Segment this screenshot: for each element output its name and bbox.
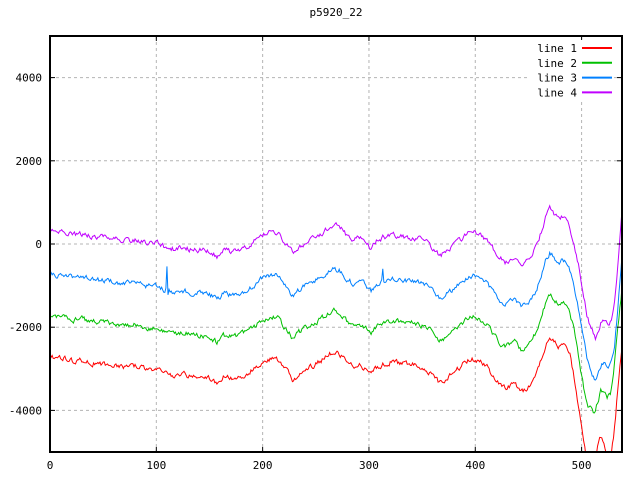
x-tick-label: 0: [47, 459, 54, 472]
series-line-4: [50, 204, 622, 342]
legend-backdrop: [530, 40, 614, 100]
series-line-1: [50, 337, 622, 452]
legend-entry: line 3: [537, 72, 612, 85]
y-tick-label: -2000: [9, 321, 42, 334]
series-group: [50, 204, 622, 452]
x-tick-label: 500: [572, 459, 592, 472]
chart-title: p5920_22: [309, 6, 363, 19]
legend-label: line 3: [537, 72, 577, 85]
y-tick-label: -4000: [9, 404, 42, 417]
y-tick-label: 0: [35, 238, 42, 251]
x-tick-label: 100: [146, 459, 166, 472]
y-tick-label: 2000: [16, 155, 43, 168]
legend-entry: line 1: [537, 42, 612, 55]
legend-label: line 4: [537, 86, 577, 99]
x-tick-label: 200: [253, 459, 273, 472]
series-line-2: [50, 286, 622, 414]
x-tick-label: 300: [359, 459, 379, 472]
series-line-3: [50, 250, 622, 381]
legend-entry: line 4: [537, 86, 612, 99]
legend-label: line 2: [537, 57, 577, 70]
x-tick-label: 400: [465, 459, 485, 472]
legend-label: line 1: [537, 42, 577, 55]
y-tick-label: 4000: [16, 72, 43, 85]
legend-entry: line 2: [537, 57, 612, 70]
